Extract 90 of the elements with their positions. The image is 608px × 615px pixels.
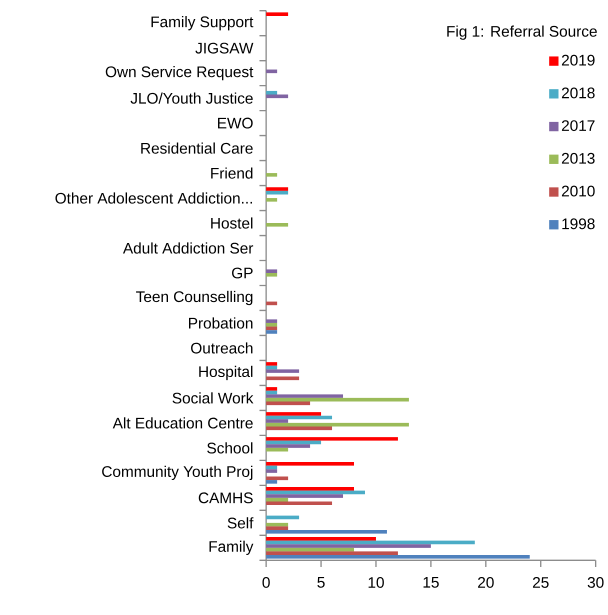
bar (266, 366, 277, 370)
bar (266, 487, 354, 491)
y-tick-label: EWO (218, 118, 253, 129)
bar (266, 501, 332, 506)
bar (266, 516, 299, 520)
bar (266, 398, 409, 402)
bar (266, 173, 277, 177)
y-tick-label: GP (232, 268, 252, 278)
bar (266, 187, 288, 191)
y-tick-label: JIGSAW (195, 42, 254, 54)
y-tick-label: JLO/Youth Justice (130, 92, 253, 104)
y-tick-label: Adult Addiction Ser (122, 242, 253, 254)
bar (266, 394, 343, 398)
bar (266, 426, 332, 430)
bar (266, 462, 354, 466)
bar (266, 369, 299, 373)
legend-label: 2019 (562, 54, 594, 66)
bar (266, 530, 387, 534)
bar (266, 419, 288, 423)
y-tick-label: School (207, 442, 252, 454)
bar (266, 522, 288, 526)
bar (266, 548, 354, 552)
bar (266, 498, 288, 502)
bar (266, 273, 277, 277)
bar (266, 537, 376, 541)
bar (266, 326, 277, 330)
y-tick-label: Outreach (190, 342, 252, 354)
y-tick-label: Family Support (151, 16, 254, 30)
legend-label: 2018 (562, 87, 594, 98)
x-tick-label: 5 (317, 577, 325, 588)
bar (266, 198, 277, 202)
bar (266, 469, 277, 473)
bar (266, 190, 288, 194)
bar (266, 544, 431, 548)
bar (266, 70, 277, 74)
x-tick-label: 20 (478, 577, 494, 588)
legend-label: 1998 (562, 218, 594, 230)
bar (266, 448, 288, 452)
y-tick-label: Family (209, 540, 254, 555)
bar (266, 319, 277, 323)
y-tick-label: Alt Education Centre (112, 417, 253, 429)
y-tick-label: Community Youth Proj (102, 466, 252, 480)
bar (266, 330, 277, 334)
y-tick-label: Self (228, 517, 254, 528)
bar (266, 551, 398, 556)
legend-label: 2010 (562, 186, 595, 197)
bar (266, 437, 398, 441)
legend-label: 2017 (562, 120, 594, 132)
bar (266, 322, 277, 327)
bar (266, 412, 321, 416)
y-tick-label: Teen Counselling (136, 290, 252, 306)
bar (266, 94, 288, 98)
bar (266, 422, 409, 427)
bar (266, 440, 321, 444)
x-tick-label: 30 (588, 577, 604, 588)
bar (266, 490, 365, 494)
y-tick-label: Hostel (211, 217, 252, 229)
bar (266, 466, 277, 470)
y-tick-label: Hospital (199, 366, 252, 380)
y-tick-label: Probation (188, 317, 252, 329)
bar (266, 223, 288, 227)
y-tick-label: Friend (211, 167, 252, 179)
x-tick-label: 0 (262, 577, 270, 588)
bar (266, 526, 288, 530)
x-tick-label: 15 (423, 577, 439, 588)
x-tick-label: 25 (532, 577, 548, 588)
bar (266, 540, 475, 544)
bar (266, 387, 277, 391)
bar (266, 494, 343, 498)
bar (266, 302, 277, 306)
bar (266, 416, 332, 420)
y-tick-label: Social Work (172, 392, 254, 404)
bar (266, 555, 530, 559)
y-tick-label: Own Service Request (106, 66, 254, 80)
bar (266, 390, 277, 394)
y-tick-label: CAMHS (198, 492, 253, 504)
y-tick-label: Other Adolescent Addiction... (55, 192, 252, 204)
bar (266, 362, 277, 366)
legend-title: Fig 1: Referral Source (447, 26, 597, 40)
legend-label: 2013 (562, 152, 594, 164)
bar (266, 90, 277, 95)
y-tick-label: Residential Care (141, 142, 253, 154)
bar (266, 402, 310, 406)
bar (266, 480, 277, 484)
bar (266, 444, 310, 448)
x-tick-label: 10 (368, 577, 384, 588)
bar (266, 476, 288, 480)
bar (266, 376, 299, 380)
bar (266, 269, 277, 274)
bar (266, 12, 288, 16)
